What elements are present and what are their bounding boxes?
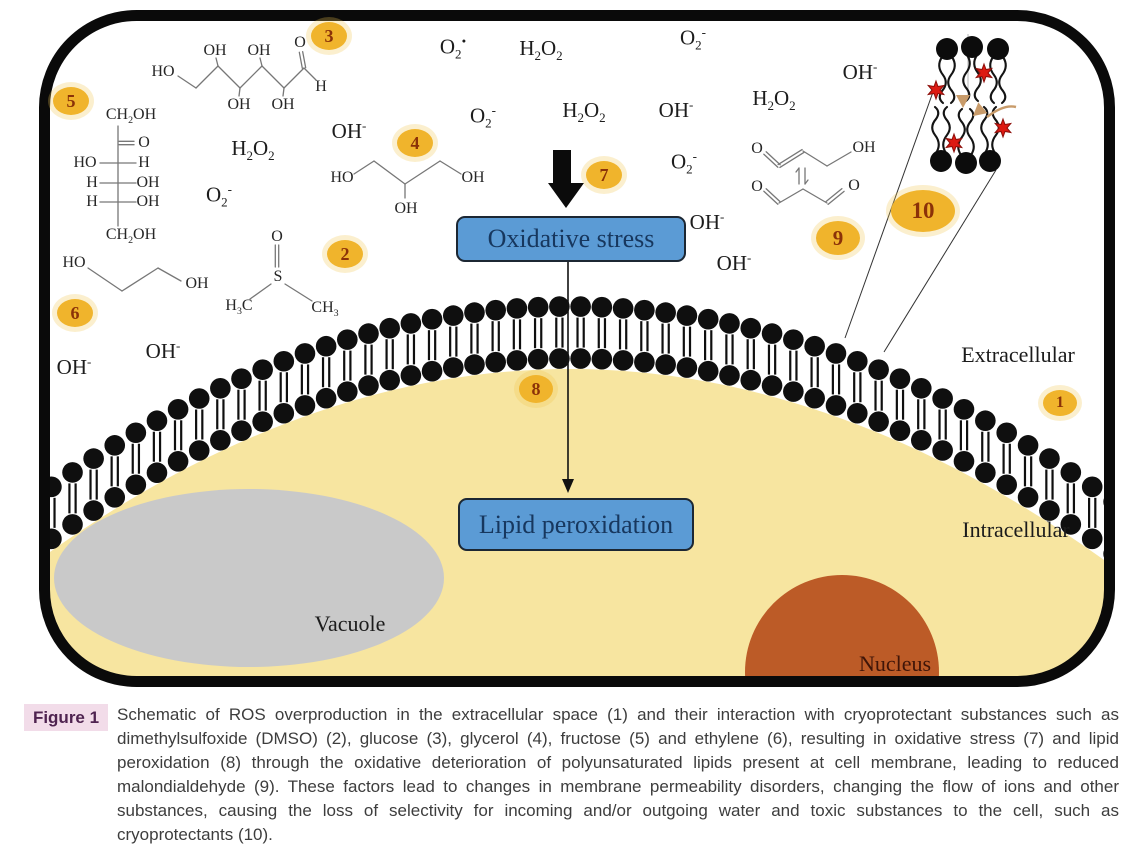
marker-badge-1: 1 [1043,390,1077,416]
inset-callout-line [844,91,934,339]
ros-star-icon [926,79,946,101]
figure-caption-label: Figure 1 [24,704,108,731]
membrane-zoom-inset [844,34,1017,353]
marker-badge-8: 8 [519,375,553,403]
dmso-structure [249,244,313,302]
cell-border [39,10,1115,687]
marker-badge-3: 3 [311,22,347,50]
ethylene-structure [87,267,182,292]
marker-badge-4: 4 [397,129,433,157]
oxidative-stress-box: Oxidative stress [456,216,686,262]
marker-badge-6: 6 [57,299,93,327]
cell-diagram-svg [39,10,1115,687]
fructose-structure [99,125,137,227]
vacuole-shape [54,489,444,667]
flow-arrowhead-icon [972,102,988,117]
marker-badge-7: 7 [586,161,622,189]
arrowhead-icon [562,479,574,493]
glucose-structure [177,51,317,97]
malondialdehyde-structure [763,148,852,205]
marker-badge-5: 5 [53,87,89,115]
marker-badge-9: 9 [816,221,860,255]
marker-badge-2: 2 [327,240,363,268]
ros-star-icon [944,132,964,154]
flow-curve [986,105,1017,118]
cell-membrane-bilayer [49,296,1105,565]
flow-arrowhead-icon [956,95,970,108]
figure-caption-text: Schematic of ROS overproduction in the e… [117,705,1119,844]
marker-badge-10: 10 [891,190,955,232]
oxidative-stress-block-arrow [548,150,584,208]
lipid-peroxidation-label: Lipid peroxidation [478,509,674,539]
inset-callout-line [883,169,997,353]
ros-star-icon [974,62,994,84]
cell-interior [49,296,1105,677]
figure-caption: Figure 1 Schematic of ROS overproduction… [24,703,1119,847]
ros-star-icon [993,117,1013,139]
oxidative-stress-label: Oxidative stress [487,224,655,253]
glycerol-structure [353,160,462,199]
chemical-structure-bonds [87,51,852,302]
nucleus-shape [745,575,939,677]
lipid-peroxidation-box: Lipid peroxidation [458,498,694,551]
